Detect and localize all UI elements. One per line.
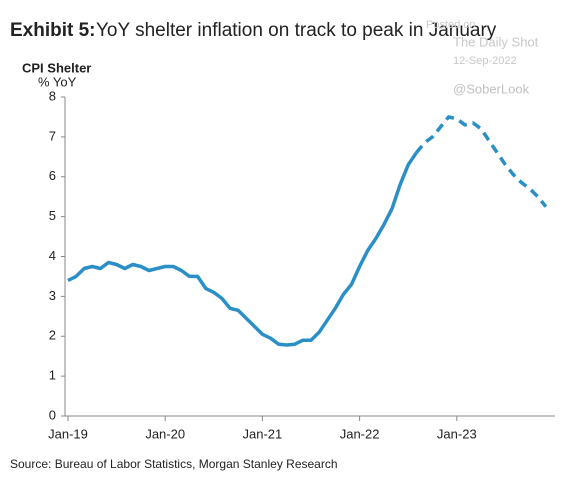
x-tick-label: Jan-21: [243, 426, 283, 441]
x-tick-label: Jan-19: [48, 426, 88, 441]
x-tick-label: Jan-22: [340, 426, 380, 441]
y-tick-label: 3: [49, 288, 56, 303]
y-tick-label: 2: [49, 328, 56, 343]
y-tick-label: 8: [49, 88, 56, 103]
watermark: @SoberLook: [453, 81, 530, 96]
x-tick-label: Jan-23: [437, 426, 477, 441]
y-axis-unit: % YoY: [38, 74, 77, 89]
y-tick-label: 0: [49, 407, 56, 422]
watermark: 12-Sep-2022: [453, 55, 517, 67]
data-line: [67, 151, 418, 347]
y-tick-label: 4: [49, 248, 56, 263]
y-axis-title: CPI Shelter: [22, 60, 91, 75]
title-label: Exhibit 5:: [10, 20, 96, 41]
y-tick-label: 7: [49, 128, 56, 143]
x-tick-label: Jan-20: [145, 426, 185, 441]
source-note: Source: Bureau of Labor Statistics, Morg…: [10, 457, 338, 471]
data-line: [414, 115, 548, 208]
y-tick-label: 6: [49, 168, 56, 183]
watermark: The Daily Shot: [453, 34, 539, 49]
y-tick-label: 5: [49, 208, 56, 223]
watermark: Posted on: [426, 19, 476, 31]
y-tick-label: 1: [49, 368, 56, 383]
chart-title: YoY shelter inflation on track to peak i…: [96, 20, 497, 41]
